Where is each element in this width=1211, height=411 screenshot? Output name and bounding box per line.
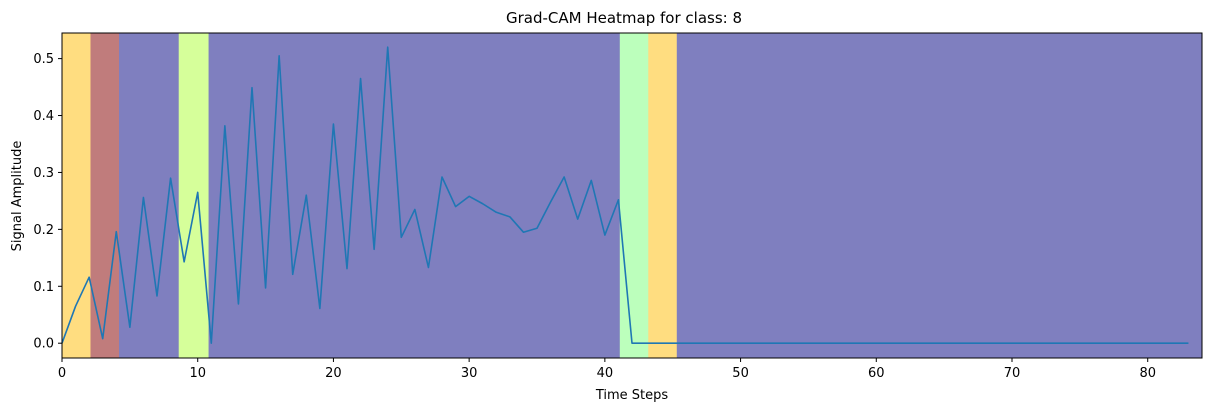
heatmap-band [90, 33, 120, 358]
heatmap-bands [62, 33, 1203, 358]
heatmap-band [62, 33, 91, 358]
y-tick-label: 0.5 [33, 52, 54, 67]
y-axis-ticks: 0.0 0.1 0.2 0.3 0.4 0.5 [33, 52, 62, 352]
y-axis-label: Signal Amplitude [10, 141, 25, 252]
x-tick-label: 40 [597, 366, 614, 381]
chart-title: Grad-CAM Heatmap for class: 8 [506, 9, 742, 27]
y-tick-label: 0.1 [33, 280, 54, 295]
x-axis-ticks: 0 10 20 30 40 50 60 70 80 [58, 358, 1156, 381]
heatmap-band [619, 33, 649, 358]
y-tick-label: 0.2 [33, 223, 54, 238]
series-layer [61, 46, 1189, 344]
y-tick-label: 0.4 [33, 109, 54, 124]
x-tick-label: 0 [58, 366, 66, 381]
heatmap-band [676, 33, 1203, 358]
x-tick-label: 70 [1004, 366, 1021, 381]
y-tick-label: 0.3 [33, 166, 54, 181]
signal-line [61, 46, 1189, 344]
y-tick-label: 0.0 [33, 337, 54, 352]
x-tick-label: 20 [325, 366, 342, 381]
heatmap-band [648, 33, 678, 358]
x-tick-label: 30 [461, 366, 478, 381]
x-tick-label: 60 [868, 366, 885, 381]
x-tick-label: 80 [1139, 366, 1156, 381]
x-axis-label: Time Steps [595, 388, 669, 403]
x-tick-label: 10 [189, 366, 206, 381]
plot-frame [61, 32, 1203, 359]
heatmap-band [178, 33, 210, 358]
x-tick-label: 50 [732, 366, 749, 381]
